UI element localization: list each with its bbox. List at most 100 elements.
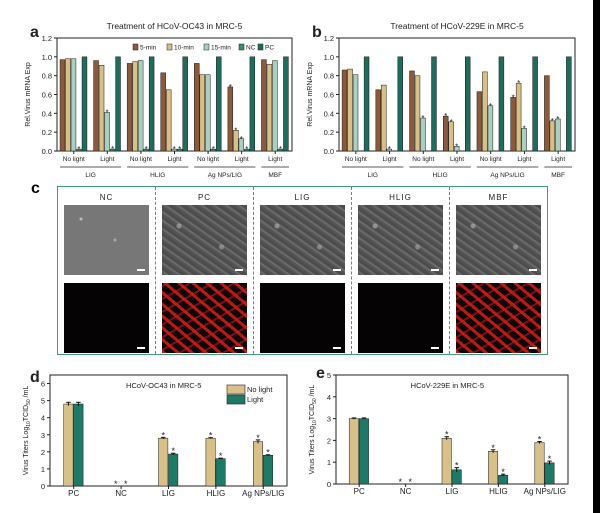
legend-label: 5-min [140,45,157,52]
significance-star: * [538,434,542,444]
fluorescence-image [64,283,149,353]
micrograph-label: PC [197,193,212,202]
bar-a-pc [216,56,222,152]
group-label: Ag NPs/LIG [208,172,242,179]
legend-swatch [132,43,139,51]
x-tick-label: LIG [162,489,175,498]
bar-b-5-min [443,115,449,152]
significance-star: * [219,451,223,461]
bright-field-image [260,205,345,275]
legend-swatch [203,43,210,51]
y-axis-label: Rel.Virus mRNA Exp [25,62,32,127]
significance-star: * [445,430,449,440]
x-tick-label: HLIG [489,487,508,496]
legend-label: NC [246,45,256,52]
bar-a-5-min [93,60,99,152]
bar-a-5-min [261,59,267,152]
bar-a-pc [148,56,155,152]
significance-star: * [501,467,505,477]
x-tick-label: Light [167,156,181,163]
bar-a-10-min [132,61,138,152]
y-tick-label: 3 [41,431,45,440]
bar-a-nc [76,148,82,152]
bar-b-5-min [341,69,348,152]
panel-d-chart: d HCoV-OC43 in MRC-5 0 1 2 3 4 5 6 Virus Titers L… [23,369,288,498]
bar-a-10-min [98,65,105,152]
legend-swatch [226,394,246,405]
bar-d-no-light [63,403,74,487]
x-tick-label: NC [400,487,412,496]
x-tick-label: NC [115,489,127,498]
bar-b-pc [397,56,403,152]
plot-frame [335,374,569,485]
significance-star: * [455,142,458,151]
bar-a-10-min [65,58,71,152]
fluorescence-image [260,283,345,353]
bar-a-15-min [272,60,278,152]
y-axis-label-part: /mL [23,386,30,400]
bar-a-nc [143,148,149,152]
significance-star: * [517,79,520,88]
bar-e-no-light [534,442,545,485]
y-tick-label: 5 [327,371,331,380]
x-tick-label: Light [268,156,282,163]
bar-a-nc [210,148,216,152]
fluorescence-image [358,283,443,353]
bar-a-pc [81,56,88,152]
group-label: Ag NPs/LIG [490,172,524,179]
legend-label: 15-min [211,45,231,52]
x-tick-label: No light [130,156,152,163]
bar-b-5-min [510,97,516,152]
x-tick-label: PC [68,489,79,498]
bar-a-15-min [70,58,77,152]
panel-letter: e [316,365,325,382]
bar-a-5-min [227,86,234,152]
significance-star: * [388,145,391,154]
y-axis-label-part: Virus Titers Log [23,427,30,476]
significance-star: * [512,93,515,102]
scale-bar [333,347,341,349]
y-tick-label: 0.8 [42,72,52,81]
significance-star: * [256,433,260,443]
x-tick-label: No light [412,156,434,163]
y-tick-label: 5 [41,397,45,406]
bar-a-pc [283,56,289,152]
x-tick-label: Light [517,156,531,163]
scale-bar [431,269,439,271]
micrograph-column-mbf: MBF [450,187,547,354]
y-tick-label: 1 [41,465,45,474]
bar-e-no-light [441,437,452,485]
group-label: HLIG [433,172,448,179]
bar-d-light [215,458,226,487]
bar-e-no-light [348,418,359,485]
significance-star: * [209,431,213,441]
significance-star: * [124,479,128,489]
y-axis-label-part: 50 [312,398,318,404]
y-tick-label: 4 [327,393,331,402]
micrograph-column-pc: PC [156,187,254,354]
x-tick-label: Light [450,156,464,163]
panel-letter: a [30,24,39,41]
significance-star: * [212,145,215,154]
significance-star: * [178,145,181,154]
significance-star: * [173,145,176,154]
x-tick-label: Ag NPs/LIG [242,489,284,498]
x-tick-label: Light [551,156,565,163]
bar-a-5-min [126,63,133,152]
significance-star: * [234,126,237,135]
legend-label: 10-min [174,45,194,52]
bar-a-10-min [166,89,172,152]
x-tick-label: No light [345,156,367,163]
chart-title: HCoV-229E in MRC-5 [411,381,484,390]
group-label: LIG [85,172,95,179]
significance-star: * [245,145,248,154]
significance-star: * [421,114,424,123]
significance-star: * [556,115,559,124]
legend-swatch [238,43,245,51]
panel-a-chart: a Treatment of HCoV-OC43 in MRC-5 0.0 0.2 0.… [25,21,293,179]
y-axis-label: Rel.Virus mRNA Exp [307,62,314,127]
significance-star: * [77,145,80,154]
significance-star: * [551,117,554,126]
significance-star: * [240,135,243,144]
